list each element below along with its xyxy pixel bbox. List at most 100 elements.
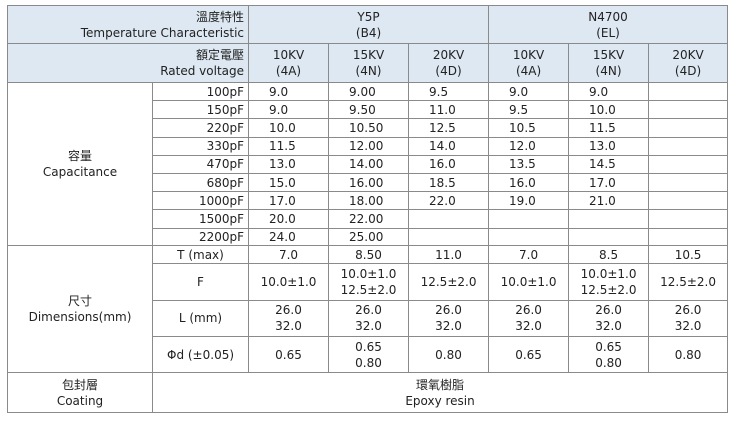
voltage-kv: 15KV — [592, 48, 625, 63]
table-row: 容量 Capacitance 100pF 9.0 9.00 9.5 9.0 9.0 — [7, 81, 729, 246]
dimensions-label-zh: 尺寸 — [67, 294, 92, 309]
rated-voltage-zh: 額定電壓 — [196, 48, 245, 63]
dimension-cell-d: 0.80 — [648, 335, 729, 374]
dimension-cell-l: 26.0 32.0 — [648, 299, 729, 337]
capacitance-value: 2200pF — [151, 227, 250, 246]
thickness-cell: 12.0 — [488, 136, 570, 156]
thickness-cell — [648, 191, 729, 211]
thickness-cell: 22.0 — [408, 191, 490, 211]
thickness-cell: 13.0 — [248, 154, 330, 175]
thickness-cell: 20.0 — [248, 209, 330, 229]
thickness-cell — [568, 227, 650, 246]
dimension-value: 26.0 — [595, 303, 622, 318]
thickness-cell: 17.0 — [568, 173, 650, 193]
dimension-value: 0.65 — [595, 339, 622, 354]
thickness-cell: 15.0 — [248, 173, 330, 193]
dimension-cell-l: 26.0 32.0 — [568, 299, 650, 337]
coating-value-zh: 環氧樹脂 — [416, 377, 465, 392]
dimensions-label-en: Dimensions(mm) — [28, 310, 132, 325]
dimension-cell-d: 0.80 — [408, 335, 490, 374]
thickness-cell — [648, 136, 729, 156]
dimension-value: 12.5±2.0 — [660, 274, 716, 289]
table-row: 150pF 9.0 9.50 11.0 9.5 10.0 — [8, 100, 729, 120]
dimension-cell-l: 26.0 32.0 — [328, 299, 410, 337]
dimension-cell-t: 8.50 — [328, 244, 410, 265]
dimension-value: 26.0 — [275, 303, 302, 318]
capacitance-value: 330pF — [151, 136, 250, 156]
dimension-label-f: F — [151, 263, 250, 301]
dimension-value: 12.5±2.0 — [340, 282, 397, 297]
dimension-value: 32.0 — [595, 319, 622, 334]
thickness-cell: 9.0 — [488, 81, 570, 102]
dimension-cell-t: 11.0 — [408, 244, 490, 265]
thickness-cell: 9.5 — [408, 81, 490, 102]
thickness-cell — [648, 118, 729, 138]
voltage-code: (4A) — [275, 64, 302, 79]
dimension-value: 0.80 — [435, 347, 462, 362]
voltage-code: (4N) — [355, 64, 382, 79]
thickness-cell: 24.0 — [248, 227, 330, 246]
dimension-label-d: Φd (±0.05) — [151, 335, 250, 374]
thickness-cell: 10.0 — [568, 100, 650, 120]
voltage-header-1: 15KV (4N) — [328, 43, 410, 83]
dimension-value: 0.80 — [595, 355, 622, 370]
thickness-cell: 14.5 — [568, 154, 650, 175]
rated-voltage-header: 額定電壓 Rated voltage — [6, 43, 250, 83]
dimension-row-t: 尺寸 Dimensions(mm) T (max) 7.0 8.50 11.0 7.0 8.5… — [7, 244, 729, 374]
thickness-cell: 16.0 — [488, 173, 570, 193]
spec-table: 溫度特性 Temperature Characteristic Y5P (B4)… — [6, 4, 729, 413]
thickness-cell: 12.5 — [408, 118, 490, 138]
thickness-cell: 9.00 — [328, 81, 410, 102]
voltage-kv: 20KV — [432, 48, 465, 63]
rated-voltage-en: Rated voltage — [160, 64, 245, 79]
thickness-cell: 10.50 — [328, 118, 410, 138]
temp-char-zh: 溫度特性 — [196, 9, 245, 24]
dimension-value: 32.0 — [674, 319, 702, 334]
voltage-header-4: 15KV (4N) — [568, 43, 650, 83]
capacitance-value: 1500pF — [151, 209, 250, 229]
dimension-cell-l: 26.0 32.0 — [488, 299, 570, 337]
dimension-value: 12.5±2.0 — [580, 282, 637, 297]
thickness-cell: 19.0 — [488, 191, 570, 211]
coating-label-en: Coating — [56, 393, 104, 408]
voltage-header-3: 10KV (4A) — [488, 43, 570, 83]
dimension-cell-l: 26.0 32.0 — [248, 299, 330, 337]
dimension-value: 26.0 — [355, 303, 382, 318]
capacitance-label-zh: 容量 — [67, 148, 92, 163]
thickness-cell: 14.00 — [328, 154, 410, 175]
dimension-value: 32.0 — [435, 319, 462, 334]
dimension-label-t: T (max) — [151, 244, 250, 265]
voltage-kv: 20KV — [672, 48, 704, 63]
n4700-code: (EL) — [596, 25, 620, 40]
thickness-cell: 18.00 — [328, 191, 410, 211]
table-row: 1500pF 20.0 22.00 — [8, 209, 729, 229]
y5p-code: (B4) — [355, 25, 382, 40]
thickness-cell: 11.0 — [408, 100, 490, 120]
coating-row: 包封層 Coating 環氧樹脂 Epoxy resin — [7, 372, 729, 413]
dimension-value: 26.0 — [515, 303, 542, 318]
dimension-value: 32.0 — [275, 319, 302, 334]
voltage-header-0: 10KV (4A) — [248, 43, 330, 83]
dimension-value: 12.5±2.0 — [420, 274, 477, 289]
table-row: 1000pF 17.0 18.00 22.0 19.0 21.0 — [8, 191, 729, 211]
dimension-row-f: F 10.0±1.0 10.0±1.0 12.5±2.0 12.5±2.0 10.0±1.… — [8, 263, 729, 301]
thickness-cell: 17.0 — [248, 191, 330, 211]
n4700-header: N4700 (EL) — [488, 4, 729, 45]
dimension-value: 0.65 — [355, 339, 382, 354]
dimension-value: 32.0 — [355, 319, 382, 334]
voltage-kv: 15KV — [352, 48, 385, 63]
thickness-cell: 21.0 — [568, 191, 650, 211]
dimension-value: 10.0±1.0 — [580, 266, 637, 281]
thickness-cell — [648, 81, 729, 102]
dimension-value: 10.0±1.0 — [260, 274, 317, 289]
thickness-cell: 13.5 — [488, 154, 570, 175]
dimension-value: 0.65 — [275, 347, 302, 362]
thickness-cell — [488, 209, 570, 229]
thickness-cell: 16.00 — [328, 173, 410, 193]
voltage-header-2: 20KV (4D) — [408, 43, 490, 83]
capacitance-label-en: Capacitance — [42, 164, 118, 179]
thickness-cell: 11.5 — [248, 136, 330, 156]
coating-label-zh: 包封層 — [61, 377, 98, 392]
coating-label: 包封層 Coating — [7, 372, 153, 413]
thickness-cell — [408, 227, 490, 246]
